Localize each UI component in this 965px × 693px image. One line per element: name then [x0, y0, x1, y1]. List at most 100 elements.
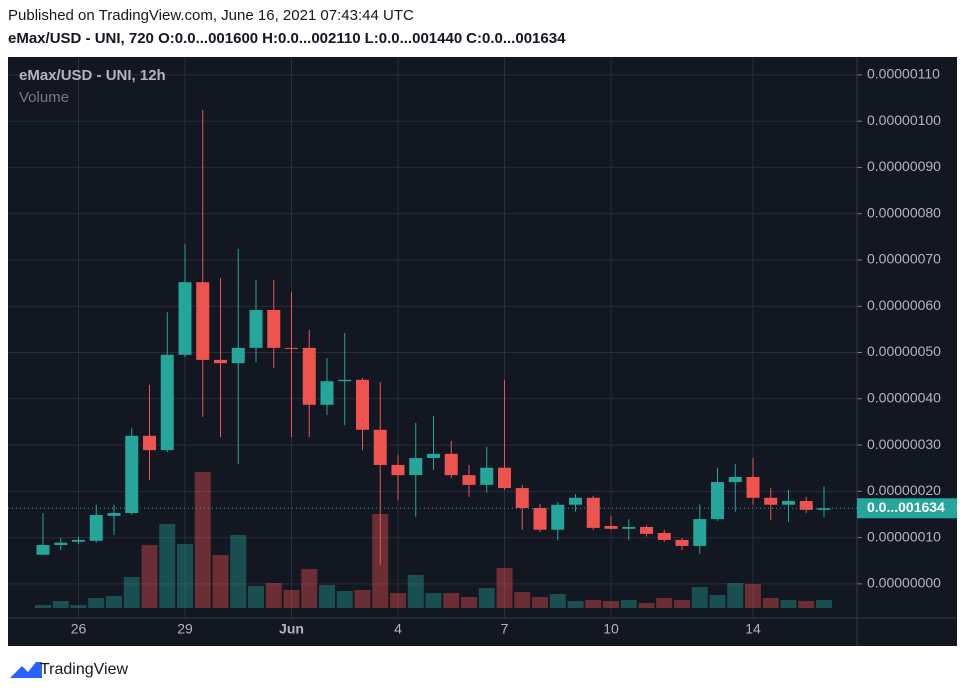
- x-tick-label: Jun: [279, 621, 304, 637]
- candle-body: [231, 347, 245, 364]
- ohlc-value: 0.0...001440: [378, 30, 463, 47]
- candle-body: [409, 458, 423, 476]
- ohlc-label: C:: [466, 30, 482, 47]
- volume-bar: [496, 568, 513, 608]
- volume-bar: [283, 590, 300, 608]
- candle-body: [515, 488, 529, 508]
- y-tick-label: 0.00000110: [867, 66, 940, 82]
- candle-body: [640, 526, 653, 534]
- y-tick-label: 0.00000010: [867, 528, 941, 544]
- volume-bar: [301, 569, 318, 608]
- candle-body: [178, 282, 192, 355]
- volume-bar: [674, 600, 690, 608]
- volume-bar: [514, 592, 531, 608]
- volume-bar: [336, 591, 353, 608]
- volume-bar: [106, 596, 122, 608]
- volume-bar: [88, 598, 105, 608]
- ohlc-value: 0.0...002110: [277, 30, 361, 47]
- candle-body: [480, 467, 494, 485]
- candle-body: [125, 435, 139, 514]
- volume-bar: [248, 586, 264, 608]
- y-tick-label: 0.00000040: [867, 389, 941, 405]
- ohlc-label: L:: [364, 30, 379, 47]
- chart-background: [8, 57, 957, 646]
- published-line: Published on TradingView.com, June 16, 2…: [8, 7, 414, 24]
- candle-body: [373, 429, 387, 465]
- y-tick-label: 0.00000090: [867, 158, 941, 174]
- candle-body: [285, 347, 298, 349]
- volume-bar: [478, 588, 495, 608]
- x-tick-label: 7: [501, 621, 509, 637]
- candle-body: [391, 464, 405, 476]
- volume-bar: [691, 587, 708, 608]
- volume-bar: [212, 555, 229, 608]
- last-price-box: [857, 498, 957, 519]
- candle-body: [72, 539, 85, 542]
- y-tick-label: 0.00000030: [867, 436, 941, 452]
- y-tick-label: 0.00000080: [867, 204, 941, 220]
- candle-body: [302, 347, 316, 405]
- candle-body: [267, 309, 281, 348]
- volume-bar: [35, 605, 51, 608]
- candle-body: [764, 497, 778, 505]
- candle-body: [143, 435, 156, 451]
- candle-body: [249, 309, 263, 348]
- x-tick-label: 29: [177, 621, 193, 637]
- volume-bar: [727, 583, 744, 608]
- ohlc-label: O:: [158, 30, 175, 47]
- volume-bar: [638, 603, 655, 608]
- candle-body: [427, 453, 440, 459]
- volume-bar: [780, 600, 797, 608]
- candle-body: [799, 501, 813, 510]
- y-tick-label: 0.00000020: [867, 482, 941, 498]
- ohlc-value: 0.0...001600: [174, 30, 259, 47]
- symbol-line: eMax/USD - UNI, 720 O:0.0...001600 H:0.0.…: [8, 30, 569, 47]
- candle-body: [36, 544, 50, 555]
- candle-body: [622, 526, 636, 529]
- volume-bar: [567, 601, 584, 608]
- candle-body: [462, 475, 476, 485]
- volume-label: Volume: [19, 89, 69, 106]
- volume-bar: [390, 593, 406, 608]
- candle-body: [196, 282, 210, 360]
- volume-bar: [656, 598, 673, 608]
- volume-bar: [265, 583, 282, 608]
- last-price-label: 0.0...001634: [867, 499, 945, 515]
- volume-bar: [407, 575, 424, 608]
- volume-bar: [177, 544, 193, 608]
- volume-bar: [762, 598, 779, 608]
- candle-body: [569, 497, 582, 505]
- x-tick-label: 4: [394, 621, 402, 637]
- candle-body: [533, 507, 547, 530]
- candle-body: [693, 519, 707, 546]
- ohlc-label: H:: [262, 30, 278, 47]
- y-tick-label: 0.00000070: [867, 251, 941, 267]
- volume-bar: [70, 605, 87, 608]
- volume-bar: [549, 594, 566, 608]
- candle-body: [604, 526, 618, 529]
- x-tick-label: 14: [745, 621, 761, 637]
- logo-icon: [10, 662, 42, 678]
- volume-bar: [709, 595, 726, 608]
- volume-bar: [230, 535, 247, 608]
- volume-bar: [816, 600, 832, 608]
- candle-body: [657, 532, 671, 540]
- volume-bar: [620, 600, 637, 608]
- candle-body: [320, 381, 334, 405]
- volume-bar: [532, 597, 548, 608]
- y-tick-label: 0.00000060: [867, 297, 941, 313]
- volume-bar: [585, 600, 602, 608]
- candle-body: [728, 476, 742, 483]
- candle-body: [444, 453, 458, 476]
- volume-bar: [745, 584, 761, 608]
- volume-bar: [798, 601, 815, 608]
- candle-body: [746, 476, 760, 498]
- volume-bar: [141, 545, 158, 608]
- candle-body: [160, 354, 174, 451]
- symbol: eMax/USD - UNI, 720: [8, 30, 154, 47]
- ohlc-value: 0.0...001634: [482, 30, 566, 47]
- candle-body: [817, 508, 831, 510]
- volume-bar: [443, 593, 460, 608]
- candle-body: [107, 513, 121, 516]
